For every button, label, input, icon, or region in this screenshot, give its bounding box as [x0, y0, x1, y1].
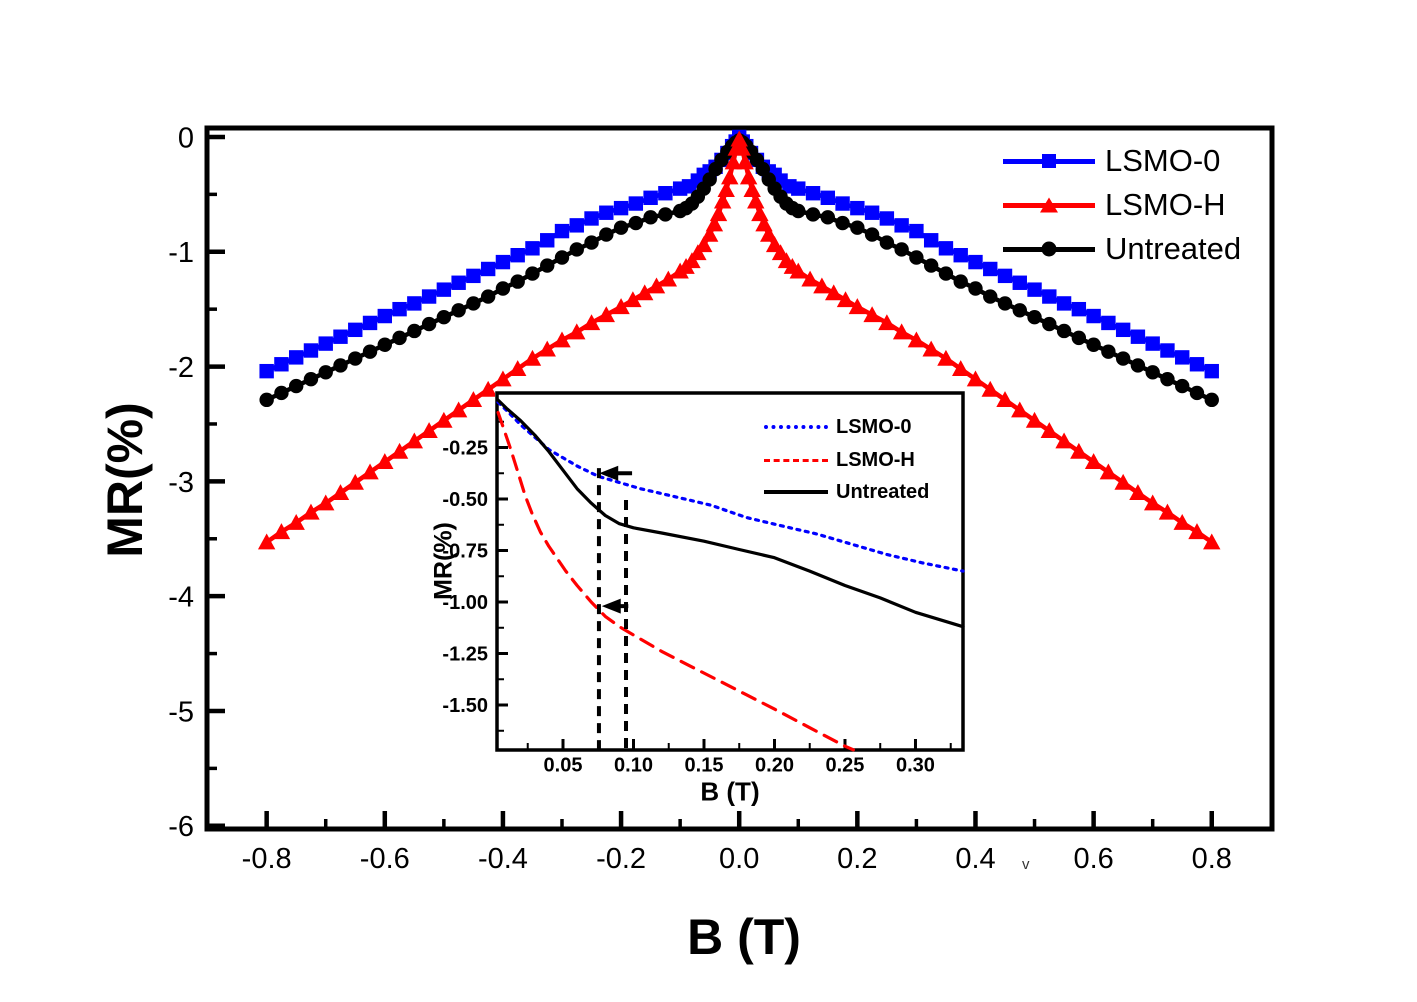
inset-y-axis-label: MR(%)	[429, 522, 458, 600]
inset-legend-label-lsmoh: LSMO-H	[836, 448, 915, 471]
svg-text:0.30: 0.30	[896, 755, 935, 777]
svg-text:-0.75: -0.75	[442, 541, 488, 563]
svg-text:-2: -2	[168, 352, 194, 384]
legend-label-lsmo0: LSMO-0	[1105, 143, 1221, 178]
dotted-line-icon	[764, 425, 828, 429]
svg-text:-3: -3	[168, 467, 194, 499]
inset-legend-label-lsmo0: LSMO-0	[836, 415, 912, 438]
svg-text:0.05: 0.05	[544, 755, 583, 777]
svg-text:0.25: 0.25	[826, 755, 865, 777]
legend-item-lsmoh: LSMO-H	[1003, 187, 1226, 222]
svg-text:0.6: 0.6	[1073, 843, 1113, 875]
svg-text:0.15: 0.15	[685, 755, 724, 777]
legend-label-lsmoh: LSMO-H	[1105, 187, 1226, 222]
legend-label-untreated: Untreated	[1105, 231, 1242, 266]
stray-print-artifact: v	[1022, 856, 1030, 873]
solid-line-icon	[764, 490, 828, 494]
inset-legend-item-untreated: Untreated	[764, 479, 929, 505]
svg-text:0: 0	[178, 122, 194, 154]
svg-text:-1.00: -1.00	[442, 592, 488, 614]
svg-text:-0.2: -0.2	[596, 843, 646, 875]
svg-text:0.10: 0.10	[614, 755, 653, 777]
svg-text:-1.50: -1.50	[442, 695, 488, 717]
svg-text:-0.25: -0.25	[442, 438, 488, 460]
svg-text:0.20: 0.20	[755, 755, 794, 777]
untreated-line-marker-swatch	[1003, 239, 1095, 259]
svg-text:-4: -4	[168, 582, 194, 614]
svg-text:-6: -6	[168, 811, 194, 843]
triangle-marker-icon	[1040, 197, 1058, 213]
svg-text:-5: -5	[168, 696, 194, 728]
svg-text:-0.8: -0.8	[242, 843, 292, 875]
svg-text:-0.4: -0.4	[478, 843, 528, 875]
svg-text:-0.50: -0.50	[442, 489, 488, 511]
inset-legend-item-lsmoh: LSMO-H	[764, 447, 915, 473]
main-x-axis-label: B (T)	[687, 909, 801, 965]
inset-legend-label-untreated: Untreated	[836, 480, 930, 503]
svg-text:-0.6: -0.6	[360, 843, 410, 875]
inset-x-axis-label: B (T)	[700, 776, 760, 807]
inset-legend-item-lsmo0: LSMO-0	[764, 414, 912, 440]
square-marker-icon	[1042, 154, 1056, 168]
svg-text:0.8: 0.8	[1192, 843, 1232, 875]
dashed-line-icon	[764, 458, 828, 462]
svg-text:-1: -1	[168, 237, 194, 269]
lsmoh-line-marker-swatch	[1003, 195, 1095, 215]
svg-text:-1.25: -1.25	[442, 644, 488, 666]
svg-text:0.0: 0.0	[719, 843, 759, 875]
legend-item-untreated: Untreated	[1003, 231, 1242, 266]
main-y-axis-label: MR(%)	[97, 402, 153, 558]
lsmo0-line-marker-swatch	[1003, 151, 1095, 171]
svg-text:0.2: 0.2	[837, 843, 877, 875]
legend-item-lsmo0: LSMO-0	[1003, 143, 1221, 178]
svg-text:0.4: 0.4	[955, 843, 995, 875]
circle-marker-icon	[1041, 241, 1057, 257]
